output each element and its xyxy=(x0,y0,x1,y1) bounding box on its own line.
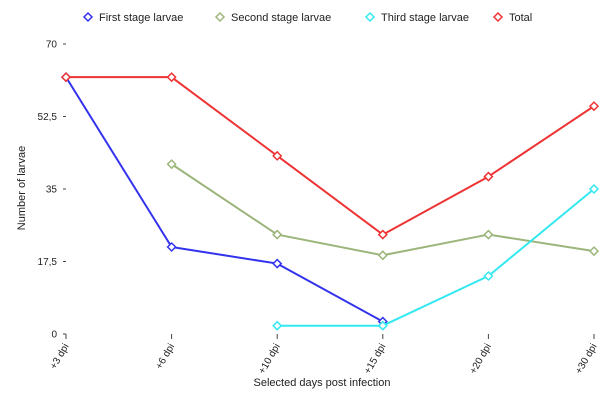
series-line-third-stage-larvae xyxy=(277,188,595,327)
data-point-total xyxy=(588,101,600,112)
data-point-second-stage-larvae xyxy=(588,246,600,257)
y-tick-label: 17,5 xyxy=(38,257,58,268)
x-tick-label: +3 dpi xyxy=(48,342,71,371)
data-point-third-stage-larvae xyxy=(483,270,494,282)
legend-label: First stage larvae xyxy=(99,12,183,24)
data-point-third-stage-larvae xyxy=(377,320,388,331)
legend-marker xyxy=(364,11,376,23)
x-tick-label: +30 dpi xyxy=(574,342,600,376)
series-line-total xyxy=(66,76,595,236)
y-tick-label: 0 xyxy=(51,330,57,341)
legend-marker xyxy=(492,11,504,23)
data-point-second-stage-larvae xyxy=(272,229,283,240)
y-tick-label: 35 xyxy=(46,185,58,196)
data-point-total xyxy=(60,72,72,83)
x-axis: +3 dpi +6 dpi +10 dpi +15 dpi +20 dpi +30 dpi xyxy=(48,334,600,376)
data-point-second-stage-larvae xyxy=(377,250,388,261)
x-axis-title: Selected days post infection xyxy=(254,377,391,389)
data-point-second-stage-larvae xyxy=(166,159,177,170)
data-point-total xyxy=(377,229,388,240)
y-axis: 0 17,5 35 52,5 70 xyxy=(38,40,66,341)
legend-marker xyxy=(214,11,226,23)
data-point-second-stage-larvae xyxy=(483,229,494,240)
series-layer xyxy=(60,72,600,331)
data-point-total xyxy=(483,171,494,182)
legend-label: Third stage larvae xyxy=(381,12,469,24)
y-tick-label: 70 xyxy=(46,40,58,51)
legend-label: Second stage larvae xyxy=(231,12,331,24)
legend: First stage larvae Second stage larvae Thi… xyxy=(82,11,532,24)
data-point-total xyxy=(166,72,177,83)
x-tick-label: +6 dpi xyxy=(154,342,177,371)
y-axis-title: Number of larvae xyxy=(16,146,28,230)
legend-label: Total xyxy=(509,12,532,24)
data-point-total xyxy=(272,150,283,161)
y-tick-label: 52,5 xyxy=(38,112,58,123)
series-line-first-stage-larvae xyxy=(65,76,384,323)
x-tick-label: +10 dpi xyxy=(257,342,283,376)
data-point-first-stage-larvae xyxy=(166,241,177,253)
data-point-third-stage-larvae xyxy=(272,320,283,331)
x-tick-label: +20 dpi xyxy=(468,342,494,376)
x-tick-label: +15 dpi xyxy=(362,342,388,376)
data-point-first-stage-larvae xyxy=(272,258,283,269)
data-point-third-stage-larvae xyxy=(588,183,600,195)
legend-marker xyxy=(82,11,94,23)
